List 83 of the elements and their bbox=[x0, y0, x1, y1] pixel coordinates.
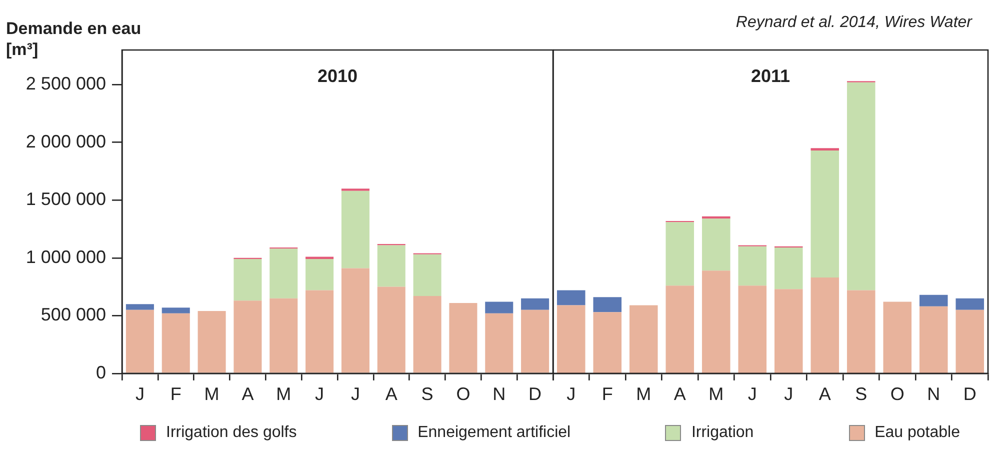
legend-label: Irrigation bbox=[691, 424, 754, 442]
bar bbox=[666, 286, 694, 374]
x-tick-label: A bbox=[385, 384, 398, 404]
bar bbox=[556, 290, 586, 306]
bar bbox=[126, 310, 154, 373]
bar bbox=[556, 305, 586, 374]
bar bbox=[702, 270, 730, 374]
bar bbox=[702, 218, 730, 271]
bar bbox=[666, 222, 694, 286]
text: 2011 bbox=[750, 66, 790, 86]
bar bbox=[521, 310, 550, 373]
y-tick-label: 500 000 bbox=[40, 304, 106, 325]
bar bbox=[306, 290, 334, 373]
x-tick-label: J bbox=[135, 384, 144, 404]
y-tick-label: 0 bbox=[96, 362, 106, 382]
x-tick-label: N bbox=[927, 384, 940, 404]
bar bbox=[377, 245, 406, 287]
x-tick-label: F bbox=[602, 384, 613, 404]
bar bbox=[198, 311, 226, 373]
bar bbox=[521, 298, 550, 310]
bar bbox=[306, 259, 334, 290]
bar bbox=[919, 306, 948, 374]
bar bbox=[738, 286, 767, 374]
bar bbox=[883, 302, 912, 374]
x-tick-label: J bbox=[748, 384, 757, 404]
x-tick-label: O bbox=[890, 384, 904, 404]
bar bbox=[449, 302, 478, 373]
bar bbox=[774, 248, 803, 290]
bar bbox=[270, 298, 298, 373]
bar bbox=[306, 256, 334, 260]
bar bbox=[738, 246, 767, 286]
legend-label: Irrigation des golfs bbox=[166, 424, 297, 442]
y-axis-title: Demande en eau [m³] bbox=[6, 18, 142, 60]
bar bbox=[810, 150, 840, 278]
bar bbox=[846, 290, 876, 374]
bar bbox=[270, 248, 298, 298]
bar bbox=[341, 268, 370, 373]
bar bbox=[593, 312, 622, 374]
text: Reynard et al. 2014, Wires Water bbox=[736, 14, 972, 32]
x-tick-label: O bbox=[456, 384, 470, 404]
bar bbox=[846, 82, 876, 290]
bar bbox=[413, 296, 442, 373]
bar bbox=[485, 302, 514, 314]
legend-label: Enneigement artificiel bbox=[418, 424, 571, 442]
x-tick-label: M bbox=[276, 384, 292, 404]
bar bbox=[126, 304, 154, 310]
bar bbox=[956, 298, 984, 310]
x-tick-label: A bbox=[818, 384, 831, 404]
x-tick-label: J bbox=[566, 384, 576, 404]
bar bbox=[919, 294, 948, 306]
bar bbox=[629, 305, 658, 374]
x-tick-label: M bbox=[636, 384, 652, 404]
x-tick-label: F bbox=[170, 384, 182, 404]
x-tick-label: D bbox=[528, 384, 542, 404]
x-tick-label: A bbox=[674, 384, 686, 404]
bar bbox=[162, 313, 190, 373]
y-tick-label: 2 000 000 bbox=[26, 131, 106, 152]
bar bbox=[956, 310, 984, 374]
bar bbox=[234, 259, 262, 301]
x-tick-label: J bbox=[350, 384, 360, 404]
y-tick-label: 1 000 000 bbox=[26, 246, 106, 267]
bar bbox=[774, 289, 803, 374]
x-tick-label: S bbox=[855, 384, 868, 404]
y-tick-label: 2 500 000 bbox=[26, 74, 106, 94]
x-tick-label: S bbox=[421, 384, 434, 404]
bar bbox=[413, 254, 442, 296]
bar bbox=[810, 278, 840, 374]
x-tick-label: J bbox=[315, 384, 324, 404]
x-tick-label: M bbox=[708, 384, 724, 404]
x-tick-label: A bbox=[242, 384, 254, 404]
x-tick-label: M bbox=[204, 384, 220, 404]
y-tick-label: 1 500 000 bbox=[26, 189, 106, 210]
x-tick-label: D bbox=[963, 384, 976, 404]
text: 2010 bbox=[317, 66, 358, 86]
bar bbox=[341, 190, 370, 268]
bar bbox=[234, 300, 262, 373]
x-tick-label: J bbox=[784, 384, 794, 404]
bar bbox=[485, 313, 514, 373]
bar bbox=[377, 286, 406, 373]
legend-label: Eau potable bbox=[874, 424, 960, 442]
bar bbox=[593, 297, 622, 312]
x-tick-label: N bbox=[492, 384, 506, 404]
bar bbox=[162, 308, 190, 314]
